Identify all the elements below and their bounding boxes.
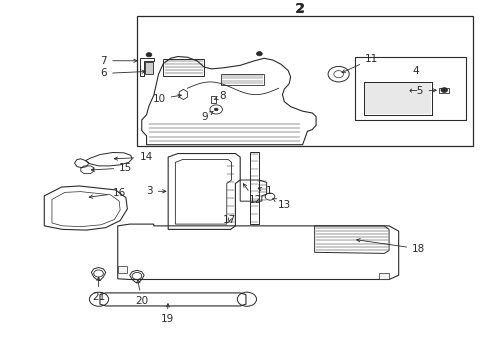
Polygon shape: [379, 274, 389, 279]
Text: 10: 10: [153, 94, 181, 104]
Text: ←5: ←5: [408, 86, 436, 96]
Text: 12: 12: [244, 184, 262, 206]
Text: 8: 8: [214, 91, 226, 101]
Text: 15: 15: [91, 163, 132, 173]
Text: 4: 4: [412, 66, 419, 76]
Text: 6: 6: [100, 68, 145, 78]
Text: 19: 19: [161, 303, 174, 324]
Text: 17: 17: [223, 215, 236, 225]
Text: 14: 14: [114, 152, 152, 162]
Text: 13: 13: [272, 198, 291, 210]
Text: 2: 2: [295, 3, 305, 15]
Circle shape: [257, 51, 262, 56]
Circle shape: [146, 53, 152, 57]
Text: 18: 18: [357, 239, 425, 254]
Bar: [137, 16, 473, 147]
Text: 2: 2: [295, 2, 305, 16]
Circle shape: [214, 108, 218, 111]
Text: 21: 21: [92, 277, 105, 302]
Polygon shape: [145, 62, 153, 74]
Text: 1: 1: [258, 186, 272, 196]
Circle shape: [441, 87, 448, 93]
Text: 20: 20: [135, 280, 148, 306]
Text: 11: 11: [342, 54, 378, 73]
Text: 9: 9: [201, 112, 213, 122]
Text: 7: 7: [100, 56, 137, 66]
Text: 3: 3: [146, 186, 166, 196]
Bar: [365, 83, 431, 114]
Text: 16: 16: [89, 188, 126, 198]
Polygon shape: [118, 266, 127, 274]
